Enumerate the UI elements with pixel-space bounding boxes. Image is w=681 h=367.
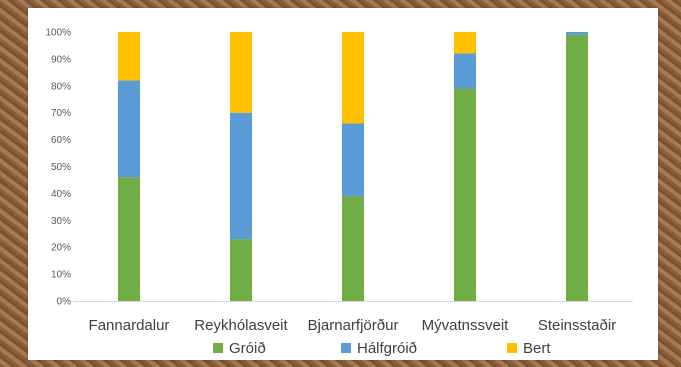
- legend-swatch: [507, 343, 517, 353]
- bar-segment: [118, 80, 140, 178]
- category-label: Bjarnarfjörður: [308, 317, 399, 334]
- y-tick-label: 10%: [51, 270, 71, 281]
- bar-segment: [230, 112, 252, 240]
- legend-swatch: [341, 343, 351, 353]
- category-label: Fannardalur: [89, 317, 170, 334]
- category-label: Reykhólasveit: [194, 317, 288, 334]
- y-tick-label: 30%: [51, 216, 71, 227]
- chart-panel: 0% 10% 20% 30% 40% 50% 60% 70% 80% 90% 100% Fannar…: [28, 8, 658, 360]
- bar-segment: [566, 32, 588, 35]
- stacked-bar-chart: 0% 10% 20% 30% 40% 50% 60% 70% 80% 90% 100% Fannar…: [45, 28, 633, 357]
- y-tick-label: 100%: [45, 28, 71, 39]
- bar-segment: [118, 177, 140, 301]
- category-label: Steinsstaðir: [538, 317, 616, 334]
- y-tick-label: 60%: [51, 135, 71, 146]
- legend-label: Bert: [523, 340, 551, 357]
- y-tick-label: 70%: [51, 108, 71, 119]
- y-tick-label: 40%: [51, 189, 71, 200]
- y-tick-label: 50%: [51, 162, 71, 173]
- y-tick-label: 80%: [51, 81, 71, 92]
- bar-segment: [230, 239, 252, 301]
- legend: Gróið Hálfgróið Bert: [213, 340, 551, 357]
- bar-segment: [342, 123, 364, 197]
- bars: [118, 32, 588, 302]
- bar-segment: [566, 34, 588, 301]
- bar-segment: [118, 32, 140, 81]
- legend-label: Hálfgróið: [357, 340, 417, 357]
- y-axis: 0% 10% 20% 30% 40% 50% 60% 70% 80% 90% 100%: [45, 28, 633, 308]
- bar-segment: [454, 32, 476, 54]
- legend-swatch: [213, 343, 223, 353]
- x-axis-labels: Fannardalur Reykhólasveit Bjarnarfjörður Mý…: [89, 317, 617, 334]
- bar-segment: [230, 32, 252, 113]
- bar-segment: [342, 32, 364, 124]
- bar-segment: [454, 88, 476, 302]
- bar-segment: [454, 53, 476, 89]
- bar-segment: [342, 196, 364, 301]
- y-tick-label: 0%: [57, 297, 72, 308]
- y-tick-label: 20%: [51, 243, 71, 254]
- legend-label: Gróið: [229, 340, 266, 357]
- y-tick-label: 90%: [51, 54, 71, 65]
- category-label: Mývatnssveit: [422, 317, 510, 334]
